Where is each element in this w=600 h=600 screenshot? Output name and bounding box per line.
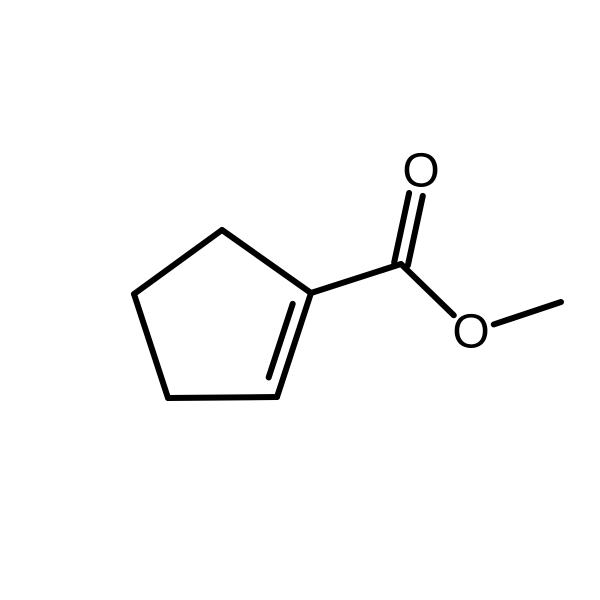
bonds-layer: [134, 193, 561, 398]
bond: [408, 196, 423, 266]
bond: [401, 264, 454, 315]
bond: [222, 230, 311, 293]
labels-layer: OO: [402, 145, 489, 359]
bond: [134, 294, 168, 398]
bond: [134, 230, 222, 294]
bond: [394, 193, 409, 263]
molecule-canvas: OO: [0, 0, 600, 600]
bond: [168, 397, 277, 398]
atom-label-o: O: [452, 306, 489, 359]
bond: [311, 264, 401, 293]
atom-label-o: O: [402, 145, 439, 198]
bond: [494, 302, 561, 324]
